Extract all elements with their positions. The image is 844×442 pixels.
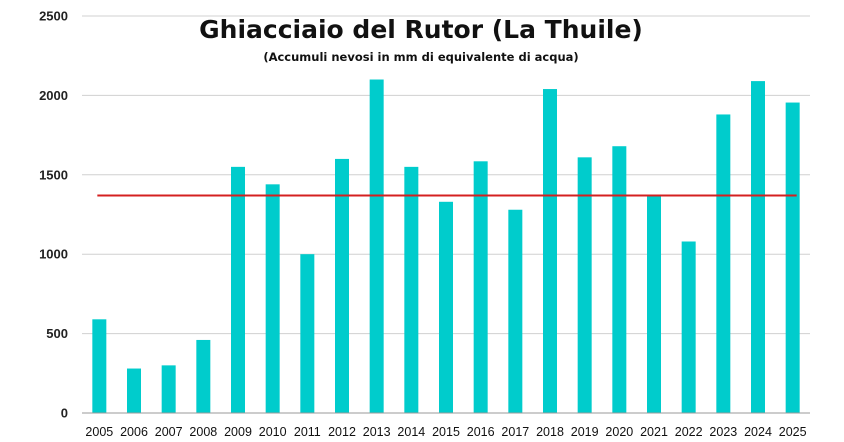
y-tick-label: 1000 bbox=[39, 247, 68, 262]
bar-2013 bbox=[369, 79, 384, 414]
bar-2018 bbox=[543, 89, 557, 413]
bars bbox=[92, 79, 800, 414]
y-axis-ticks: 0 500 1000 1500 2000 2500 bbox=[39, 9, 68, 421]
bar-2005 bbox=[92, 319, 107, 413]
y-tick-label: 2500 bbox=[39, 9, 68, 24]
x-tick-label: 2024 bbox=[744, 425, 772, 439]
bar-2025 bbox=[785, 102, 800, 414]
bar-2015 bbox=[439, 201, 453, 413]
bar-2023 bbox=[716, 114, 731, 414]
bar-2016 bbox=[473, 161, 488, 413]
x-tick-label: 2018 bbox=[536, 425, 564, 439]
x-tick-label: 2013 bbox=[363, 425, 391, 439]
x-tick-label: 2008 bbox=[189, 425, 217, 439]
x-tick-label: 2010 bbox=[259, 425, 287, 439]
bar-2010 bbox=[265, 184, 280, 413]
x-tick-label: 2016 bbox=[467, 425, 495, 439]
bar-2024 bbox=[751, 81, 765, 413]
bar-2020 bbox=[612, 146, 627, 413]
x-tick-label: 2007 bbox=[155, 425, 183, 439]
bar-2017 bbox=[508, 209, 523, 413]
bar-2009 bbox=[231, 166, 245, 413]
bar-2014 bbox=[404, 166, 419, 413]
x-tick-label: 2005 bbox=[85, 425, 113, 439]
y-tick-label: 1500 bbox=[39, 167, 68, 182]
y-tick-label: 2000 bbox=[39, 88, 68, 103]
bar-2007 bbox=[161, 365, 176, 413]
x-tick-label: 2025 bbox=[779, 425, 807, 439]
x-tick-label: 2020 bbox=[605, 425, 633, 439]
x-tick-label: 2014 bbox=[397, 425, 425, 439]
x-tick-label: 2011 bbox=[294, 425, 321, 439]
x-tick-label: 2017 bbox=[501, 425, 529, 439]
y-tick-label: 500 bbox=[46, 326, 68, 341]
x-tick-label: 2023 bbox=[709, 425, 737, 439]
x-tick-label: 2006 bbox=[120, 425, 148, 439]
bar-2022 bbox=[681, 241, 696, 413]
bar-2008 bbox=[196, 339, 211, 413]
x-tick-label: 2015 bbox=[432, 425, 460, 439]
bar-2021 bbox=[647, 195, 661, 413]
bar-2011 bbox=[300, 254, 315, 413]
x-tick-label: 2022 bbox=[675, 425, 703, 439]
x-tick-label: 2021 bbox=[640, 425, 668, 439]
bar-2019 bbox=[577, 157, 592, 413]
x-tick-label: 2012 bbox=[328, 425, 356, 439]
x-tick-label: 2019 bbox=[571, 425, 599, 439]
x-tick-label: 2009 bbox=[224, 425, 252, 439]
chart-subtitle: (Accumuli nevosi in mm di equivalente di… bbox=[263, 50, 578, 64]
chart-title: Ghiacciaio del Rutor (La Thuile) bbox=[199, 15, 643, 44]
bar-2006 bbox=[127, 368, 141, 413]
bar-2012 bbox=[335, 158, 349, 413]
x-axis-ticks: 2005 2006 2007 2008 2009 2010 2011 2012 2013 2014… bbox=[85, 425, 806, 439]
y-tick-label: 0 bbox=[61, 406, 68, 421]
